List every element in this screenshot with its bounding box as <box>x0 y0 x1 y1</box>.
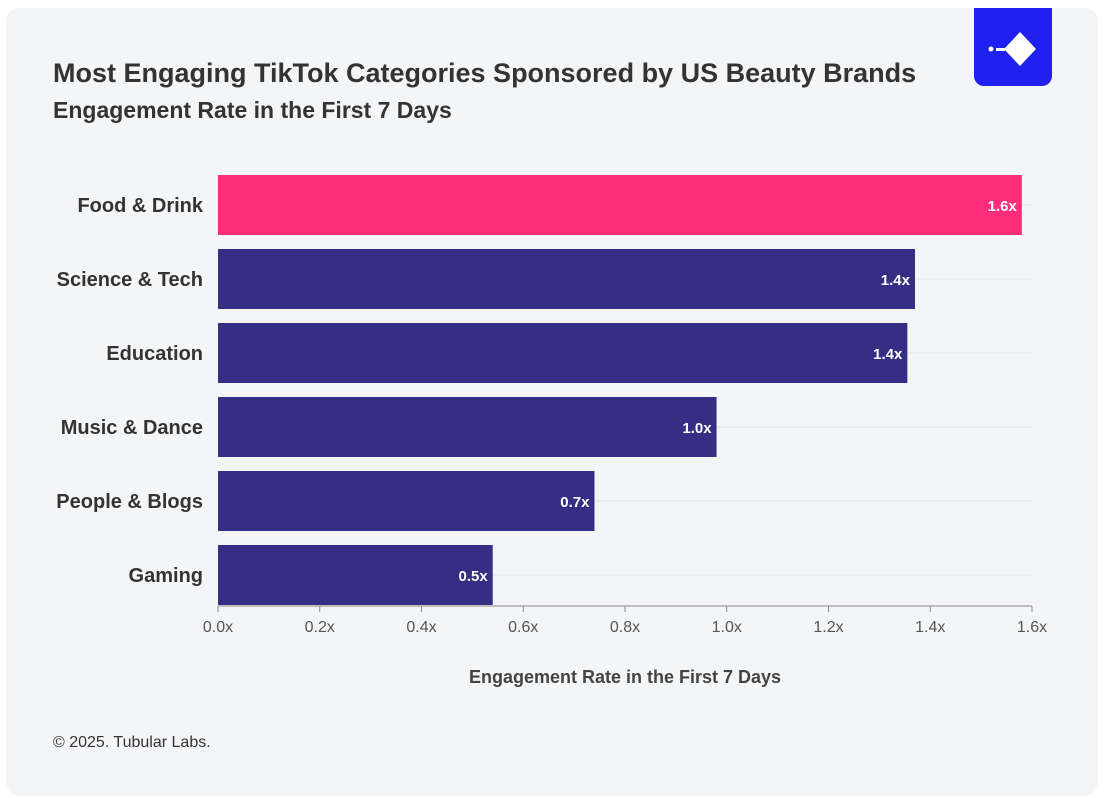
logo-glyph <box>988 32 1036 66</box>
x-tick-label: 0.4x <box>406 619 436 636</box>
category-label: Science & Tech <box>57 269 203 291</box>
tubular-labs-logo-icon <box>974 8 1052 86</box>
category-label: Food & Drink <box>77 195 203 217</box>
x-tick-label: 1.2x <box>813 619 843 636</box>
value-label: 1.0x <box>682 420 712 437</box>
bar <box>218 175 1022 235</box>
chart-subtitle: Engagement Rate in the First 7 Days <box>53 97 452 123</box>
category-label: Music & Dance <box>61 417 203 439</box>
bar <box>218 397 717 457</box>
category-label: People & Blogs <box>56 491 203 513</box>
bar <box>218 323 908 383</box>
value-label: 1.6x <box>988 198 1018 215</box>
value-label: 1.4x <box>881 272 911 289</box>
copyright-footer: © 2025. Tubular Labs. <box>53 734 211 751</box>
value-label: 0.5x <box>459 568 489 585</box>
bars <box>218 175 1022 605</box>
x-tick-label: 0.8x <box>610 619 640 636</box>
x-tick-label: 1.6x <box>1017 619 1047 636</box>
x-tick-label: 1.0x <box>712 619 742 636</box>
x-tick-label: 0.6x <box>508 619 538 636</box>
value-label: 0.7x <box>560 494 590 511</box>
x-tick-label: 0.0x <box>203 619 233 636</box>
category-label: Education <box>106 343 203 365</box>
labels: 0.0x 0.2x 0.4x 0.6x 0.8x 1.0x 1.2x 1.4x 1.6x Food… <box>56 195 1047 636</box>
x-tick-label: 0.2x <box>305 619 335 636</box>
bar <box>218 545 493 605</box>
bar <box>218 471 595 531</box>
x-tick-label: 1.4x <box>915 619 945 636</box>
bar <box>218 249 915 309</box>
chart-title: Most Engaging TikTok Categories Sponsore… <box>53 58 917 88</box>
x-axis-title: Engagement Rate in the First 7 Days <box>469 667 781 687</box>
value-label: 1.4x <box>873 346 903 363</box>
category-label: Gaming <box>129 565 203 587</box>
